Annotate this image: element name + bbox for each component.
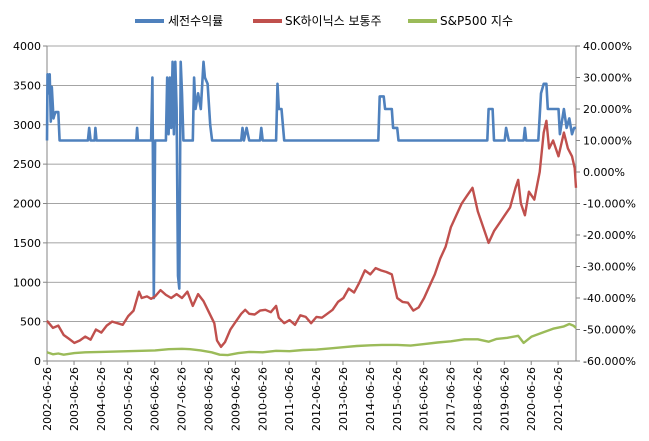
right-tick-label: -40.000% — [583, 292, 636, 305]
left-tick-label: 0 — [34, 355, 41, 368]
right-axis-ticks: 40.000% 30.000% 20.000% 10.000% 0.000% -10.00… — [583, 40, 636, 368]
series-line-sp500 — [46, 322, 577, 357]
x-tick-label: 2015-06-26 — [391, 367, 404, 431]
right-tick-label: 40.000% — [583, 40, 632, 53]
right-tick-label: 0.000% — [583, 166, 625, 179]
x-tick-label: 2017-06-26 — [445, 367, 458, 431]
right-tick-label: -60.000% — [583, 355, 636, 368]
x-tick-label: 2006-06-26 — [149, 367, 162, 431]
x-tick-label: 2020-06-26 — [525, 367, 538, 431]
left-axis-ticks: 0 500 1000 1500 2000 2500 3000 3500 4000 — [13, 40, 41, 368]
legend: 세전수익률 SK하이닉스 보통주 S&P500 지수 — [135, 14, 513, 28]
left-tick-label: 3500 — [13, 79, 41, 92]
legend-item-pretax-return: 세전수익률 — [135, 14, 223, 28]
series-line-pretax-return — [45, 60, 576, 300]
series-line-sk-hynix — [46, 119, 578, 348]
x-tick-label: 2004-06-26 — [95, 367, 108, 431]
x-tick-label: 2005-06-26 — [122, 367, 135, 431]
left-tick-label: 3000 — [13, 119, 41, 132]
right-tick-label: -30.000% — [583, 261, 636, 274]
x-tick-label: 2007-06-26 — [176, 367, 189, 431]
x-tick-label: 2008-06-26 — [203, 367, 216, 431]
legend-label-sp500: S&P500 지수 — [440, 14, 513, 28]
x-tick-label: 2013-06-26 — [337, 367, 350, 431]
x-tick-label: 2010-06-26 — [256, 367, 269, 431]
x-tick-label: 2014-06-26 — [364, 367, 377, 431]
left-tick-label: 4000 — [13, 40, 41, 53]
left-tick-label: 2000 — [13, 198, 41, 211]
left-tick-label: 1500 — [13, 237, 41, 250]
legend-item-sk-hynix: SK하이닉스 보통주 — [253, 14, 382, 28]
x-axis-ticks: 2002-06-26 2003-06-26 2004-06-26 2005-06-26… — [41, 367, 565, 431]
right-tick-label: 30.000% — [583, 72, 632, 85]
right-tick-label: -20.000% — [583, 229, 636, 242]
x-tick-label: 2002-06-26 — [41, 367, 54, 431]
x-tick-label: 2021-06-26 — [552, 367, 565, 431]
right-tick-label: 20.000% — [583, 103, 632, 116]
x-tick-label: 2011-06-26 — [283, 367, 296, 431]
left-tick-label: 2500 — [13, 158, 41, 171]
axes — [43, 45, 580, 365]
x-tick-label: 2009-06-26 — [229, 367, 242, 431]
x-tick-label: 2019-06-26 — [498, 367, 511, 431]
gridlines — [47, 45, 576, 362]
right-tick-label: -10.000% — [583, 198, 636, 211]
x-tick-label: 2003-06-26 — [68, 367, 81, 431]
legend-label-sk-hynix: SK하이닉스 보통주 — [285, 14, 382, 28]
right-tick-label: 10.000% — [583, 135, 632, 148]
x-tick-label: 2012-06-26 — [310, 367, 323, 431]
left-tick-label: 500 — [20, 316, 41, 329]
legend-label-pretax-return: 세전수익률 — [168, 14, 223, 28]
right-tick-label: -50.000% — [583, 324, 636, 337]
series-layer — [45, 60, 578, 357]
x-tick-label: 2018-06-26 — [471, 367, 484, 431]
x-tick-label: 2016-06-26 — [418, 367, 431, 431]
left-tick-label: 1000 — [13, 276, 41, 289]
legend-item-sp500: S&P500 지수 — [408, 14, 513, 28]
